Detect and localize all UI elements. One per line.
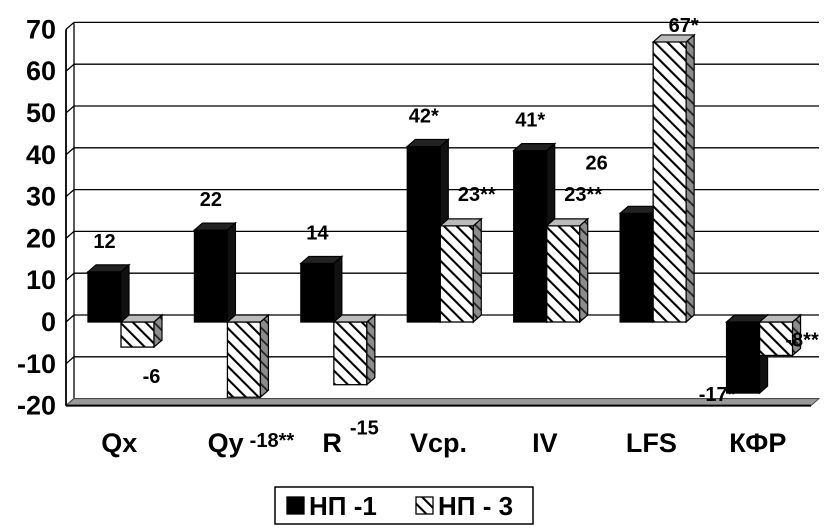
bar-front xyxy=(87,271,122,323)
y-tick-label: -10 xyxy=(17,349,56,379)
bar-top xyxy=(512,143,557,152)
data-label: 26 xyxy=(586,152,608,174)
bar-top xyxy=(192,222,238,231)
data-label: 23** xyxy=(458,184,496,206)
y-tick-label: 20 xyxy=(26,223,56,253)
data-label: -8** xyxy=(785,329,819,351)
bar-side xyxy=(333,255,343,324)
gridline-depth xyxy=(65,105,75,114)
gridline-depth xyxy=(65,63,75,72)
bar-front xyxy=(333,321,368,386)
gridline-depth xyxy=(65,230,75,239)
data-label: 22 xyxy=(200,189,222,211)
category-labels: Qx Qy R Vcp. IV LFS КФР xyxy=(101,428,786,458)
data-label: 12 xyxy=(93,231,115,253)
category-label: КФР xyxy=(729,428,786,458)
bar xyxy=(225,313,271,399)
bar-side xyxy=(685,33,695,324)
bar-front xyxy=(546,225,581,323)
data-label: 41* xyxy=(515,110,545,132)
data-label: -6 xyxy=(143,366,161,388)
bar xyxy=(651,33,696,324)
bar-front xyxy=(406,145,441,323)
bar-front xyxy=(652,41,687,323)
y-tick-label: 30 xyxy=(26,182,56,212)
bar-front xyxy=(439,225,474,323)
category-label: IV xyxy=(532,428,558,458)
bar-front xyxy=(619,212,654,323)
floor xyxy=(64,398,821,407)
bar-top xyxy=(86,264,131,273)
bars xyxy=(86,33,803,399)
bar-top xyxy=(757,314,803,323)
bar xyxy=(119,313,164,349)
gridline-depth xyxy=(65,272,75,281)
bar-front xyxy=(513,149,548,323)
data-label: -18** xyxy=(250,430,295,452)
gridline-depth xyxy=(65,147,75,156)
legend-label: НП -1 xyxy=(309,491,377,521)
bar-top xyxy=(119,314,164,323)
bar-top xyxy=(225,314,271,323)
bar xyxy=(438,217,483,324)
gridline-depth xyxy=(65,189,75,198)
data-label: -17* xyxy=(699,384,736,406)
y-tick-label: 60 xyxy=(26,56,56,86)
bar-front xyxy=(300,262,335,323)
bar-side xyxy=(472,217,482,324)
bar xyxy=(545,217,590,324)
y-axis-ticks: 70 60 50 40 30 20 10 0 -10 -20 xyxy=(17,14,56,420)
category-label: Qy xyxy=(208,428,244,458)
bar-front xyxy=(193,229,229,323)
data-label: 42* xyxy=(409,105,439,127)
legend-label: НП - 3 xyxy=(438,491,513,521)
legend-swatch xyxy=(286,496,305,515)
y-tick-label: 40 xyxy=(26,140,56,170)
legend-box xyxy=(274,486,534,525)
bar xyxy=(757,313,803,357)
y-tick-label: 50 xyxy=(26,98,56,128)
category-label: LFS xyxy=(626,428,677,458)
bar-front xyxy=(725,321,761,394)
bar-side xyxy=(366,313,376,387)
bar-top xyxy=(545,218,590,227)
y-tick-label: -20 xyxy=(17,391,56,421)
gridline-depth xyxy=(65,21,75,30)
bar xyxy=(299,255,344,324)
bar-front xyxy=(120,321,155,348)
data-labels: 12 22 14 42* 41* 26 -17* -6 -18** -15 23** 23** 67* -… xyxy=(93,15,819,452)
bar-top xyxy=(299,255,344,265)
y-tick-label: 0 xyxy=(41,307,56,337)
bar-side xyxy=(226,221,237,324)
bar xyxy=(86,263,131,324)
legend: НП -1 НП - 3 xyxy=(274,486,534,525)
data-label: 67* xyxy=(669,15,699,37)
y-tick-label: 70 xyxy=(26,14,56,44)
bar-front xyxy=(226,321,262,398)
bar-top xyxy=(405,138,450,148)
bar-side xyxy=(120,263,130,324)
y-tick-label: 10 xyxy=(26,265,56,295)
gridline-depth xyxy=(65,356,75,365)
category-label: Qx xyxy=(101,428,137,458)
category-label: Vcp. xyxy=(410,428,467,458)
category-label: R xyxy=(322,428,342,458)
bar-side xyxy=(579,217,589,324)
bar xyxy=(332,313,377,387)
bar-side xyxy=(259,313,270,399)
bar-top xyxy=(438,218,483,227)
legend-swatch xyxy=(415,496,434,515)
data-label: 14 xyxy=(306,222,329,244)
bar xyxy=(192,221,238,324)
bar-top xyxy=(332,314,377,323)
data-label: -15 xyxy=(350,418,379,440)
gridline-depth xyxy=(65,314,75,323)
bar-top xyxy=(651,34,696,43)
data-label: 23** xyxy=(564,184,602,206)
